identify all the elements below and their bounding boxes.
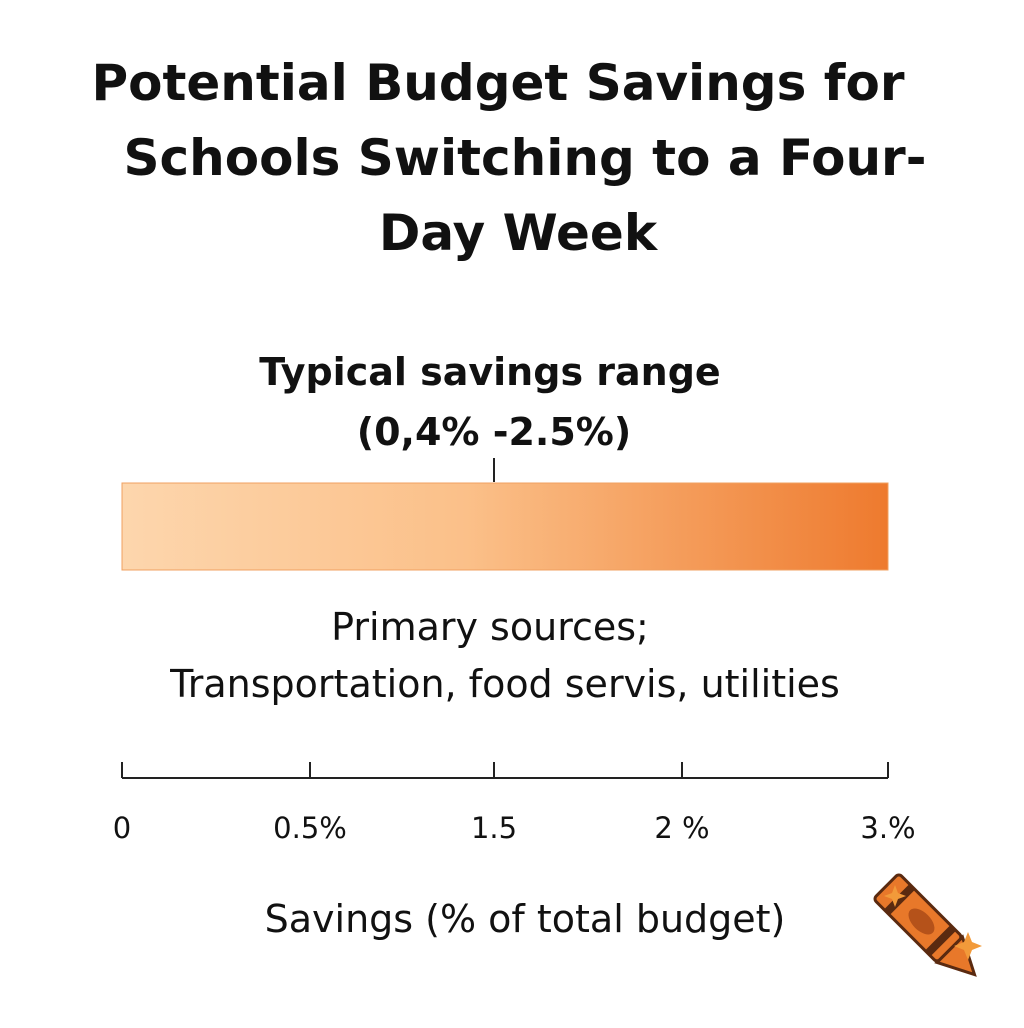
sources-line: Primary sources; (331, 605, 649, 649)
title-line: Potential Budget Savings for (91, 54, 904, 112)
title-line: Schools Switching to a Four- (124, 129, 927, 187)
range-label-line: Typical savings range (259, 350, 720, 394)
range-label: Typical savings range (0,4% -2.5%) (259, 350, 720, 454)
tick-label: 0.5% (273, 811, 347, 845)
title-line: Day Week (379, 204, 659, 262)
axis-label: Savings (% of total budget) (265, 897, 786, 941)
sources: Primary sources; Transportation, food ser… (169, 605, 840, 706)
crayon-icon (873, 873, 977, 977)
sparkle (954, 932, 982, 960)
tick-label: 0 (113, 811, 131, 845)
tick-label: 2 % (654, 811, 709, 845)
title: Potential Budget Savings for Schools Swit… (91, 54, 926, 262)
tick-label: 3.% (860, 811, 915, 845)
tick-label: 1.5 (471, 811, 517, 845)
sources-line: Transportation, food servis, utilities (169, 662, 840, 706)
range-label-line: (0,4% -2.5%) (357, 410, 632, 454)
savings-bar (121, 482, 889, 571)
sparkle (884, 885, 906, 907)
axis-ticks: 0 0.5% 1.5 2 % 3.% (113, 762, 916, 845)
